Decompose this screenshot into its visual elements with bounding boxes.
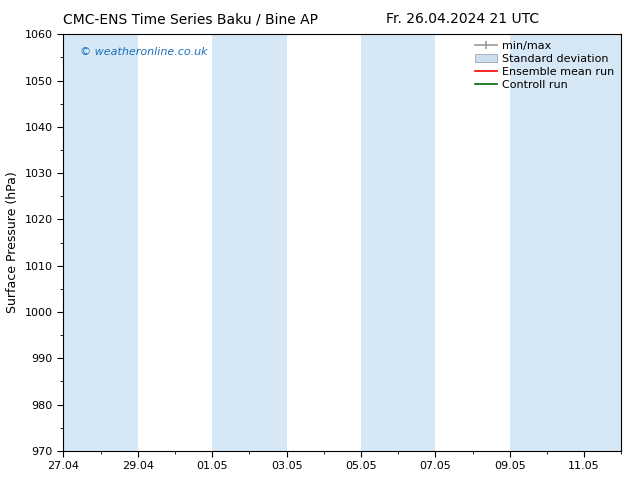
Bar — [361, 34, 436, 451]
Bar — [510, 34, 621, 451]
Legend: min/max, Standard deviation, Ensemble mean run, Controll run: min/max, Standard deviation, Ensemble me… — [471, 38, 618, 93]
Text: CMC-ENS Time Series Baku / Bine AP: CMC-ENS Time Series Baku / Bine AP — [63, 12, 318, 26]
Text: © weatheronline.co.uk: © weatheronline.co.uk — [80, 47, 208, 57]
Y-axis label: Surface Pressure (hPa): Surface Pressure (hPa) — [6, 172, 19, 314]
Text: Fr. 26.04.2024 21 UTC: Fr. 26.04.2024 21 UTC — [386, 12, 540, 26]
Bar — [63, 34, 138, 451]
Bar — [212, 34, 287, 451]
